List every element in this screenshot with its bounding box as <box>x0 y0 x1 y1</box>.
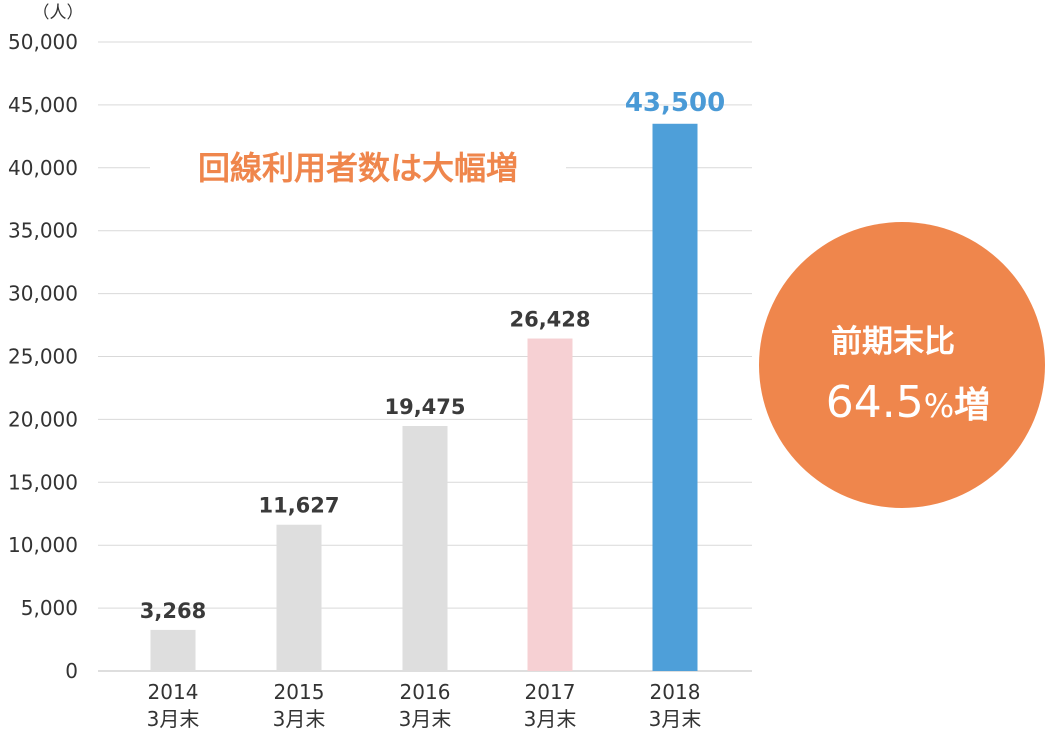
bar <box>527 338 573 671</box>
data-label: 26,428 <box>509 308 590 332</box>
chart-headline: 回線利用者数は大幅増 <box>198 149 518 187</box>
y-tick-label: 15,000 <box>8 470 78 494</box>
y-tick-label: 20,000 <box>8 407 78 431</box>
y-tick-label: 40,000 <box>8 156 78 180</box>
bar <box>402 426 448 671</box>
y-tick-label: 50,000 <box>8 30 78 54</box>
data-label: 43,500 <box>625 88 725 118</box>
x-tick-label-year: 2018 <box>650 680 701 704</box>
x-tick-label-year: 2015 <box>274 680 325 704</box>
y-tick-label: 5,000 <box>21 596 78 620</box>
x-tick-label-year: 2016 <box>400 680 451 704</box>
y-tick-label: 0 <box>65 659 78 683</box>
badge-caption: 前期末比 <box>831 324 955 360</box>
x-tick-label-year: 2014 <box>148 680 199 704</box>
y-tick-label: 25,000 <box>8 345 78 369</box>
data-label: 19,475 <box>384 395 465 419</box>
x-tick-label-year: 2017 <box>525 680 576 704</box>
y-axis-ticks: 0 5,000 10,000 15,000 20,000 25,000 30,000 35,0… <box>8 30 78 683</box>
x-tick-label-month: 3月末 <box>649 707 702 731</box>
data-label: 3,268 <box>140 599 206 623</box>
badge-circle <box>759 222 1045 508</box>
y-axis-unit-label: （人） <box>33 3 84 23</box>
badge-percent: % <box>924 387 954 425</box>
y-tick-label: 30,000 <box>8 282 78 306</box>
growth-badge: 前期末比 64.5%増 <box>759 222 1045 508</box>
x-tick-label-month: 3月末 <box>273 707 326 731</box>
data-label: 11,627 <box>258 494 339 518</box>
badge-suffix: 増 <box>954 385 990 426</box>
bar <box>276 524 322 671</box>
y-tick-label: 45,000 <box>8 93 78 117</box>
bars <box>150 123 698 671</box>
data-labels: 3,268 11,627 19,475 26,428 43,500 <box>140 88 725 623</box>
bar <box>652 123 698 671</box>
bar <box>150 629 196 671</box>
headline-background <box>150 140 566 196</box>
x-tick-label-month: 3月末 <box>399 707 452 731</box>
badge-growth-value: 64.5%増 <box>826 377 990 428</box>
x-tick-label-month: 3月末 <box>147 707 200 731</box>
x-axis-categories: 2014 3月末 2015 3月末 2016 3月末 2017 3月末 2018 3月末 <box>147 680 702 731</box>
x-tick-label-month: 3月末 <box>524 707 577 731</box>
badge-value: 64.5 <box>826 377 924 428</box>
y-tick-label: 35,000 <box>8 219 78 243</box>
y-tick-label: 10,000 <box>8 533 78 557</box>
